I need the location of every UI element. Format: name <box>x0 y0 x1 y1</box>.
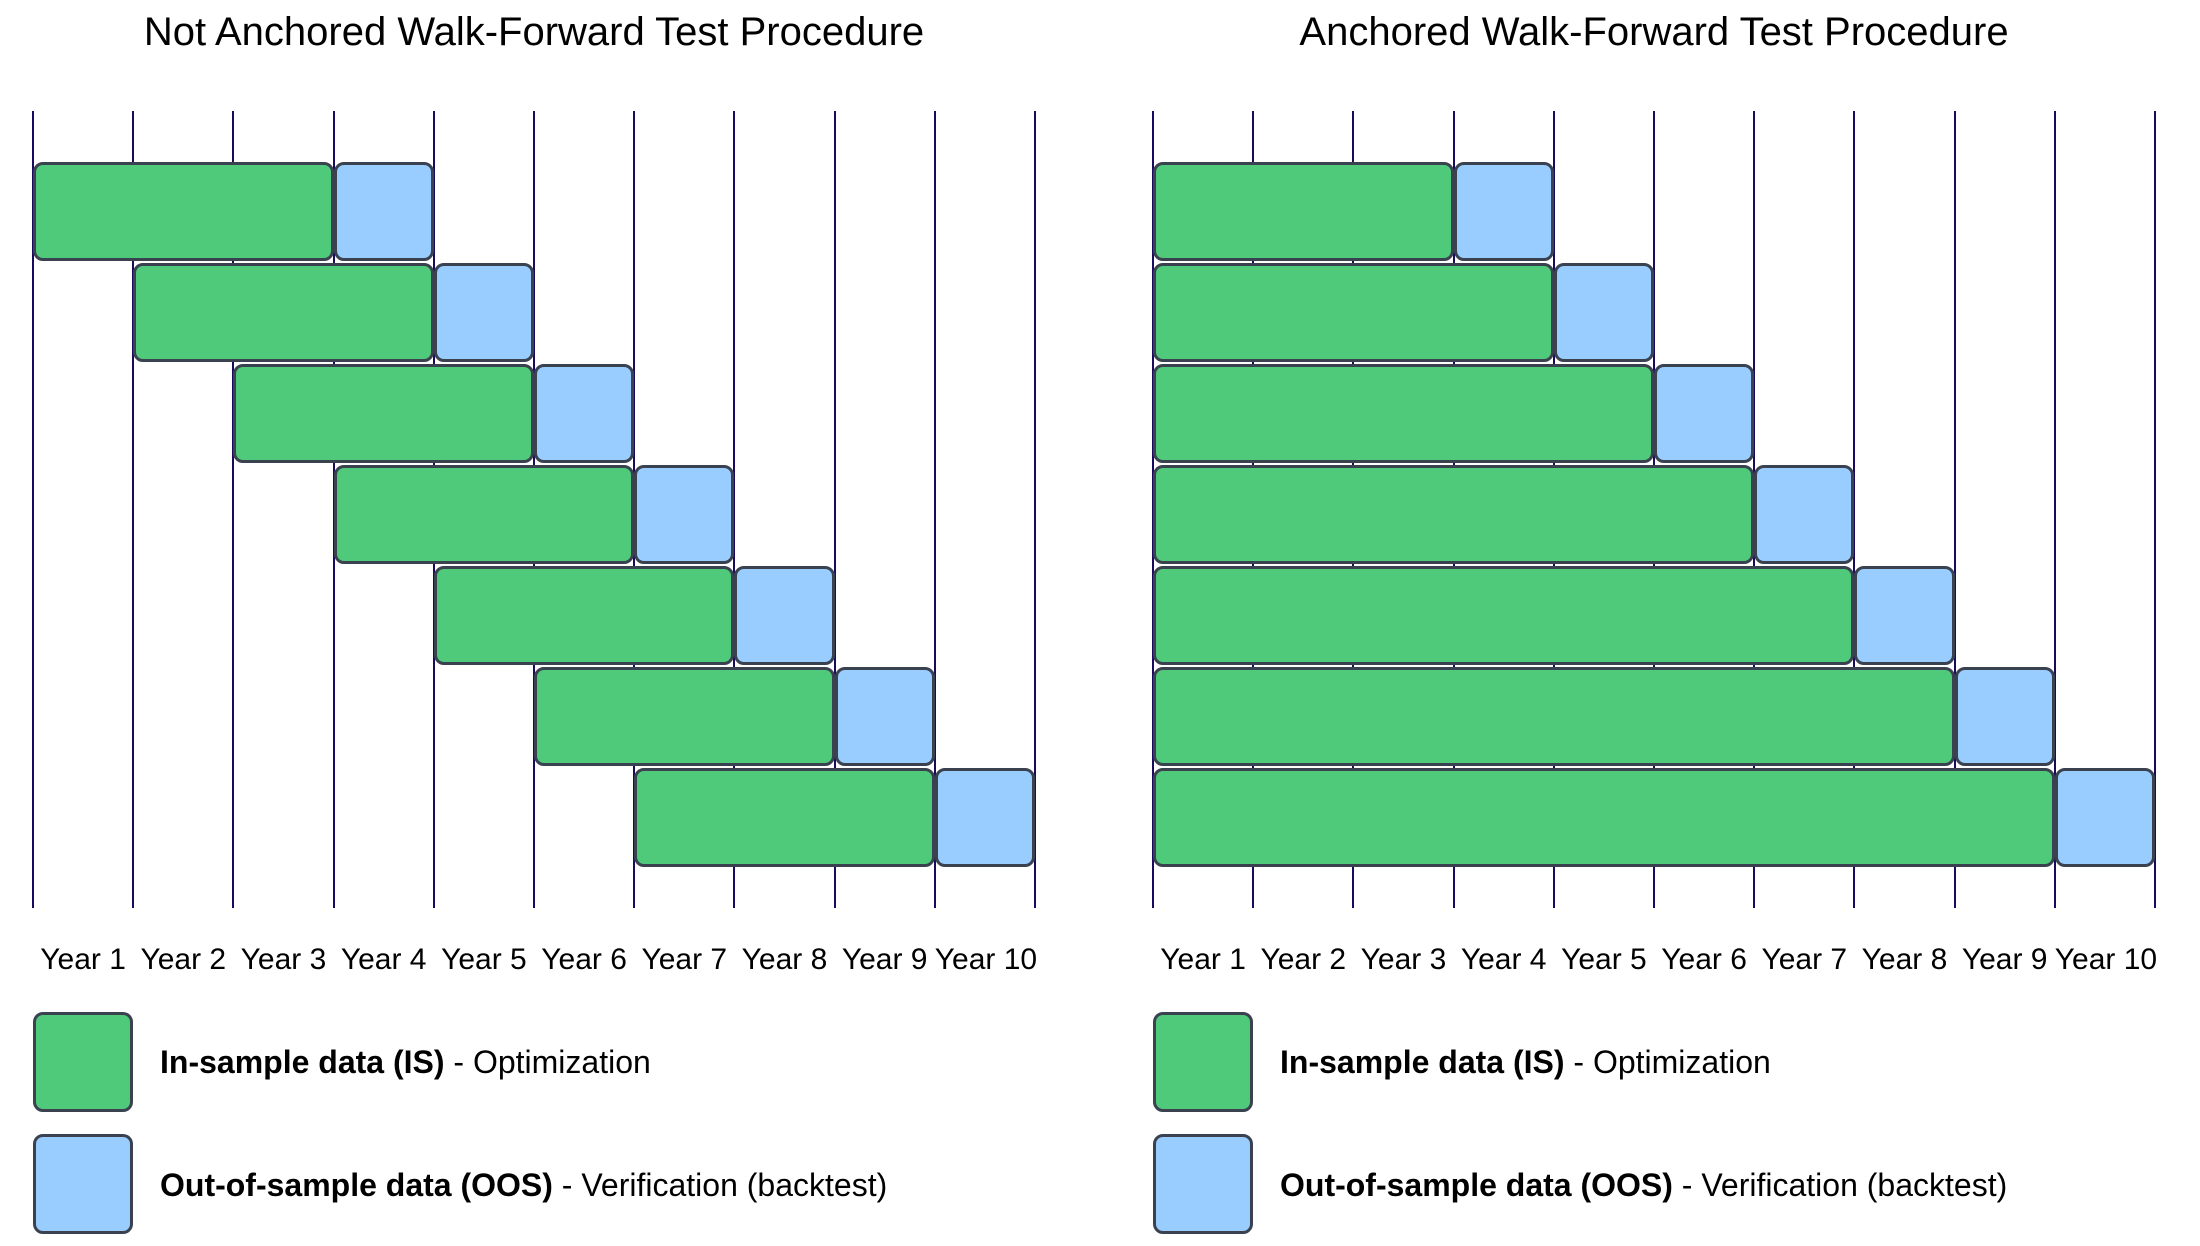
in-sample-bar <box>634 768 935 867</box>
panel-not-anchored: Not Anchored Walk-Forward Test Procedure… <box>32 0 1038 1246</box>
year-label: Year 1 <box>40 943 126 976</box>
panel-title-not-anchored: Not Anchored Walk-Forward Test Procedure <box>143 10 925 54</box>
year-label: Year 7 <box>1761 943 1848 976</box>
gridline <box>1853 111 1856 908</box>
year-label: Year 8 <box>741 943 828 976</box>
in-sample-bar <box>433 566 735 665</box>
gridline <box>833 111 836 908</box>
year-label: Year 3 <box>240 943 327 976</box>
is-legend-label-bold: In-sample data (IS) <box>160 1044 445 1080</box>
in-sample-bar <box>133 263 434 362</box>
year-label: Year 1 <box>1160 943 1246 976</box>
gridline <box>933 111 936 908</box>
is-legend-label: In-sample data (IS) - Optimization <box>1280 1040 1771 1084</box>
gridline <box>733 111 736 908</box>
year-label: Year 4 <box>1460 943 1547 976</box>
oos-legend-swatch <box>1153 1134 1253 1234</box>
year-label: Year 10 <box>934 943 1038 976</box>
in-sample-bar <box>1153 364 1654 463</box>
year-label: Year 5 <box>1561 943 1647 976</box>
is-legend-label-rest: - Optimization <box>1564 1044 1771 1080</box>
year-label: Year 5 <box>441 943 527 976</box>
year-label: Year 9 <box>841 943 928 976</box>
is-legend-label: In-sample data (IS) - Optimization <box>160 1040 651 1084</box>
oos-legend-swatch <box>33 1134 133 1234</box>
in-sample-bar <box>534 667 835 766</box>
panel-anchored: Anchored Walk-Forward Test Procedure Yea… <box>1152 0 2158 1246</box>
out-of-sample-bar <box>1754 465 1855 564</box>
year-label: Year 4 <box>340 943 427 976</box>
is-legend-label-rest: - Optimization <box>444 1044 651 1080</box>
out-of-sample-bar <box>2054 768 2155 867</box>
gridline <box>1953 111 1956 908</box>
year-label: Year 6 <box>1661 943 1747 976</box>
year-label: Year 3 <box>1360 943 1447 976</box>
oos-legend-label: Out-of-sample data (OOS) - Verification … <box>160 1163 887 1207</box>
in-sample-bar <box>1153 263 1554 362</box>
out-of-sample-bar <box>433 263 534 362</box>
out-of-sample-bar <box>1954 667 2055 766</box>
in-sample-bar <box>1153 465 1755 564</box>
is-legend-swatch <box>1153 1012 1253 1112</box>
year-label: Year 10 <box>2054 943 2158 976</box>
gridline <box>2053 111 2056 908</box>
in-sample-bar <box>33 162 334 261</box>
in-sample-bar <box>233 364 534 463</box>
is-legend-swatch <box>33 1012 133 1112</box>
year-label: Year 2 <box>1260 943 1347 976</box>
out-of-sample-bar <box>534 364 635 463</box>
year-label: Year 7 <box>641 943 728 976</box>
gridline <box>132 111 135 908</box>
is-legend-label-bold: In-sample data (IS) <box>1280 1044 1565 1080</box>
out-of-sample-bar <box>1553 263 1654 362</box>
in-sample-bar <box>1153 768 2055 867</box>
out-of-sample-bar <box>634 465 735 564</box>
in-sample-bar <box>1153 162 1454 261</box>
out-of-sample-bar <box>1654 364 1755 463</box>
oos-legend-label-rest: - Verification (backtest) <box>1672 1167 2008 1203</box>
year-label: Year 9 <box>1961 943 2048 976</box>
out-of-sample-bar <box>1854 566 1955 665</box>
gridline <box>32 111 34 908</box>
in-sample-bar <box>1153 566 1855 665</box>
out-of-sample-bar <box>734 566 835 665</box>
out-of-sample-bar <box>934 768 1035 867</box>
out-of-sample-bar <box>333 162 434 261</box>
year-label: Year 2 <box>140 943 227 976</box>
gridline <box>2154 111 2156 908</box>
oos-legend-label: Out-of-sample data (OOS) - Verification … <box>1280 1163 2007 1207</box>
oos-legend-label-bold: Out-of-sample data (OOS) <box>160 1167 553 1203</box>
panel-title-anchored: Anchored Walk-Forward Test Procedure <box>1299 10 2009 54</box>
oos-legend-label-bold: Out-of-sample data (OOS) <box>1280 1167 1673 1203</box>
year-label: Year 6 <box>541 943 627 976</box>
out-of-sample-bar <box>834 667 935 766</box>
gridline <box>1034 111 1036 908</box>
gridline <box>232 111 235 908</box>
year-label: Year 8 <box>1861 943 1948 976</box>
oos-legend-label-rest: - Verification (backtest) <box>552 1167 888 1203</box>
out-of-sample-bar <box>1453 162 1554 261</box>
in-sample-bar <box>333 465 635 564</box>
in-sample-bar <box>1153 667 1955 766</box>
